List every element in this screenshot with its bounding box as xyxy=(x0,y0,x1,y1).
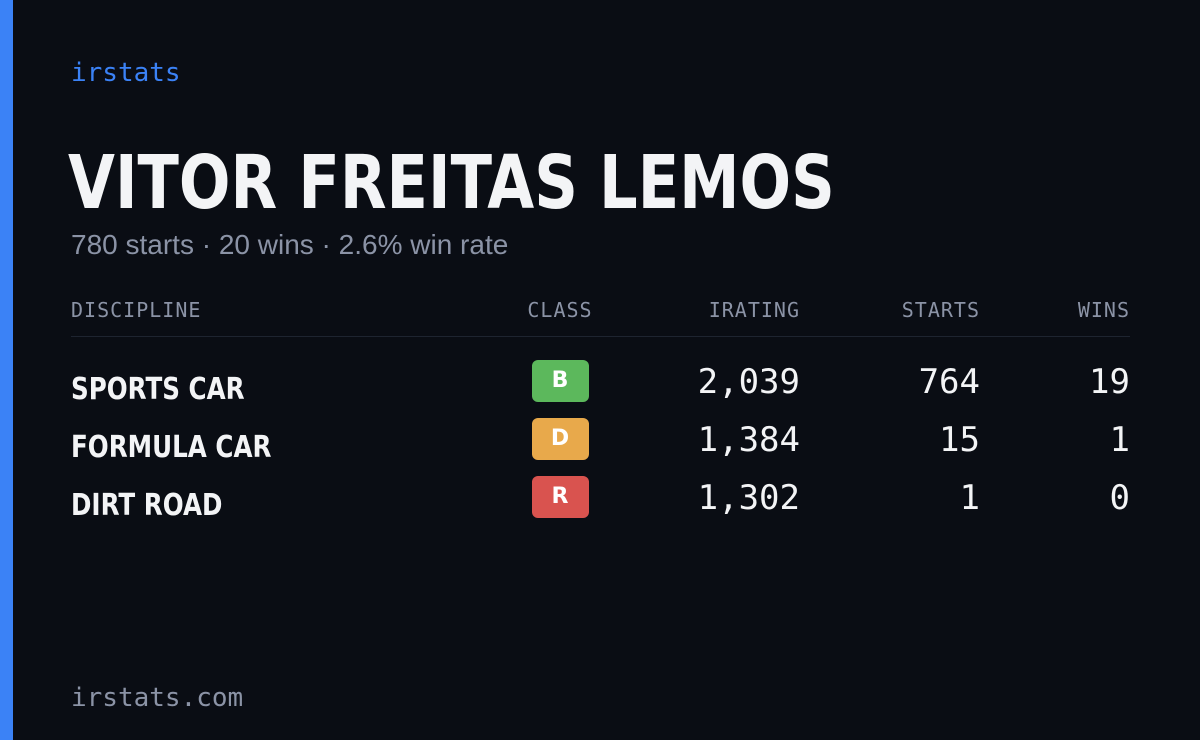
wins-value: 1 xyxy=(1109,420,1130,460)
wins-value: 19 xyxy=(1089,362,1130,402)
table-row: DIRT ROAD R 1,302 1 0 xyxy=(71,469,1130,527)
class-badge: D xyxy=(531,418,589,460)
accent-bar xyxy=(0,0,13,740)
class-cell: B xyxy=(501,353,619,411)
header-discipline: DISCIPLINE xyxy=(71,298,501,337)
irating-value: 1,384 xyxy=(697,420,800,460)
table-row: FORMULA CAR D 1,384 15 1 xyxy=(71,411,1130,469)
header-starts: STARTS xyxy=(800,298,980,337)
discipline-name: SPORTS CAR xyxy=(71,371,245,407)
irating-value: 1,302 xyxy=(697,478,800,518)
starts-value: 1 xyxy=(959,478,980,518)
class-badge: B xyxy=(531,360,589,402)
class-badge: R xyxy=(531,476,589,518)
table-header-row: DISCIPLINE CLASS IRATING STARTS WINS xyxy=(71,298,1130,337)
brand-logo: irstats xyxy=(71,58,181,88)
player-summary: 780 starts · 20 wins · 2.6% win rate xyxy=(71,229,509,260)
player-name: VITOR FREITAS LEMOS xyxy=(68,140,835,226)
table-row: SPORTS CAR B 2,039 764 19 xyxy=(71,353,1130,411)
irating-value: 2,039 xyxy=(697,362,800,402)
starts-value: 764 xyxy=(918,362,980,402)
discipline-name: FORMULA CAR xyxy=(71,429,272,465)
discipline-name: DIRT ROAD xyxy=(71,487,223,523)
header-irating: IRATING xyxy=(619,298,800,337)
starts-value: 15 xyxy=(939,420,980,460)
class-cell: D xyxy=(501,411,619,469)
header-wins: WINS xyxy=(980,298,1130,337)
class-cell: R xyxy=(501,469,619,527)
wins-value: 0 xyxy=(1109,478,1130,518)
stats-table: DISCIPLINE CLASS IRATING STARTS WINS SPO… xyxy=(71,298,1130,527)
footer-url: irstats.com xyxy=(71,683,244,713)
header-class: CLASS xyxy=(501,298,619,337)
